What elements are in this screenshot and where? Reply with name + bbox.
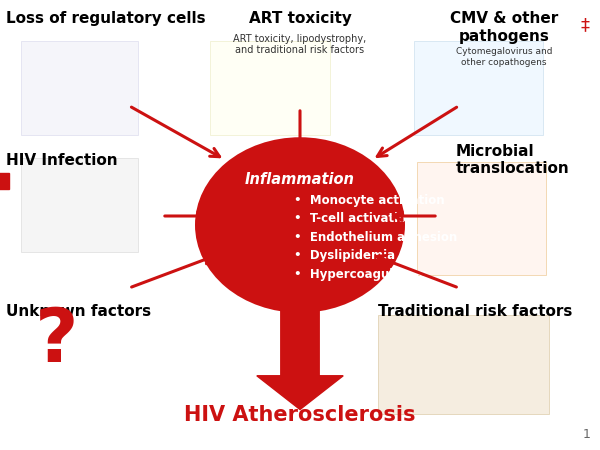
Text: Microbial
translocation: Microbial translocation: [456, 144, 570, 176]
Text: ‡: ‡: [581, 16, 589, 34]
FancyArrowPatch shape: [393, 212, 435, 220]
FancyBboxPatch shape: [210, 40, 330, 135]
FancyBboxPatch shape: [21, 158, 138, 252]
FancyArrowPatch shape: [165, 212, 207, 220]
FancyArrowPatch shape: [131, 107, 220, 157]
Text: •  Hypercoagulation: • Hypercoagulation: [294, 268, 427, 280]
FancyBboxPatch shape: [414, 40, 543, 135]
FancyBboxPatch shape: [21, 40, 138, 135]
Text: •  T-cell activation: • T-cell activation: [294, 212, 415, 225]
Text: Inflammation: Inflammation: [245, 172, 355, 188]
Text: Unknown factors: Unknown factors: [6, 304, 151, 319]
FancyArrowPatch shape: [377, 107, 457, 157]
Text: ART toxicity: ART toxicity: [248, 11, 352, 26]
FancyArrowPatch shape: [377, 256, 457, 287]
FancyBboxPatch shape: [378, 315, 549, 414]
Text: CMV & other
pathogens: CMV & other pathogens: [450, 11, 558, 44]
Text: Traditional risk factors: Traditional risk factors: [378, 304, 572, 319]
Text: ?: ?: [35, 306, 79, 378]
Text: •  Monocyte activation: • Monocyte activation: [294, 194, 445, 207]
Text: •  Endothelium adhesion: • Endothelium adhesion: [294, 231, 457, 243]
Text: Cytomegalovirus and
other copathogens: Cytomegalovirus and other copathogens: [456, 47, 552, 67]
Text: ART toxicity, lipodystrophy,
and traditional risk factors: ART toxicity, lipodystrophy, and traditi…: [233, 34, 367, 55]
Text: HIV Atherosclerosis: HIV Atherosclerosis: [184, 405, 416, 425]
FancyBboxPatch shape: [417, 162, 546, 274]
FancyArrowPatch shape: [131, 256, 213, 287]
Text: HIV Infection: HIV Infection: [6, 153, 118, 168]
Ellipse shape: [195, 137, 405, 313]
Text: Loss of regulatory cells: Loss of regulatory cells: [6, 11, 206, 26]
Polygon shape: [257, 308, 343, 410]
Text: •  Dyslipidemia: • Dyslipidemia: [294, 249, 395, 262]
FancyArrowPatch shape: [296, 111, 304, 153]
Bar: [0, 173, 9, 189]
Text: 1: 1: [583, 428, 591, 441]
